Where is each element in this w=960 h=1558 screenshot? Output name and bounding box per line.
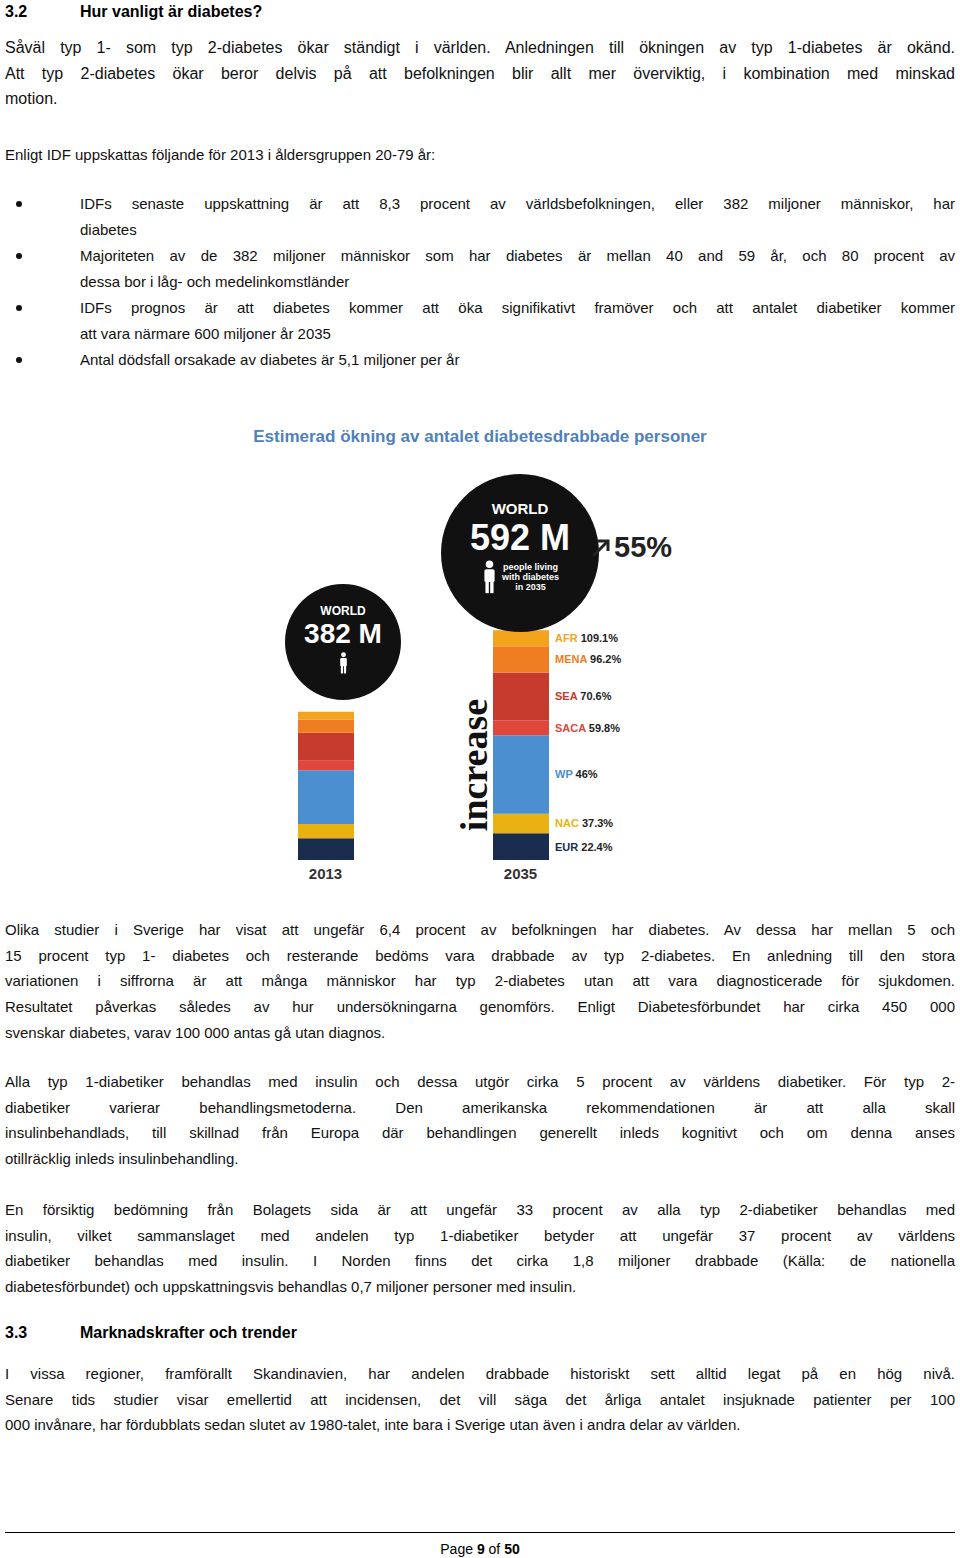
- svg-text:WP 46%: WP 46%: [555, 768, 598, 780]
- html-text:592 M: 592 M: [470, 517, 570, 558]
- svg-text:2013: 2013: [309, 865, 342, 882]
- html-text:WORLD: WORLD: [320, 604, 366, 618]
- html-text:Estimerad ökning av antalet di: Estimerad ökning av antalet diabetesdrab…: [253, 427, 707, 446]
- html-text:svenskar diabetes, varav 100 0: svenskar diabetes, varav 100 000 antas g…: [5, 1023, 386, 1041]
- html-text:diabetiker varierar behandling: diabetiker varierar behandlingsmetoderna…: [5, 1098, 955, 1116]
- html-text:diabetesförbundet) och uppskat: diabetesförbundet) och uppskattningsvis …: [5, 1278, 577, 1295]
- html-text:WORLD: WORLD: [491, 500, 549, 517]
- html-text:Senare tids studier visar emel: Senare tids studier visar emellertid att…: [5, 1390, 955, 1408]
- html-text:insulinbehandlads, till skilln: insulinbehandlads, till skillnad från Eu…: [5, 1124, 955, 1142]
- html-text:Majoriteten av de 382 miljoner: Majoriteten av de 382 miljoner människor…: [80, 247, 955, 265]
- html-text:diabetes: diabetes: [80, 220, 137, 238]
- html-text:3.2: 3.2: [5, 3, 28, 20]
- html-text:15 procent typ 1- diabetes och: 15 procent typ 1- diabetes och resterand…: [5, 946, 955, 964]
- html-text:Antal dödsfall orsakade av dia: Antal dödsfall orsakade av diabetes är 5…: [80, 351, 460, 369]
- html-text:people living: people living: [503, 562, 558, 572]
- html-text:dessa bor i låg- och medelinko: dessa bor i låg- och medelinkomstländer: [80, 272, 350, 290]
- html-text:Resultatet påverkas således av: Resultatet påverkas således av hur under…: [5, 998, 955, 1015]
- html-text:Page 9 of 50: Page 9 of 50: [440, 1541, 520, 1557]
- html-text:Att typ 2-diabetes ökar beror: Att typ 2-diabetes ökar beror delvis på …: [5, 64, 955, 82]
- html-text:Marknadskrafter och trender: Marknadskrafter och trender: [80, 1324, 297, 1341]
- html-text:motion.: motion.: [5, 90, 58, 108]
- html-text:increase: increase: [453, 698, 495, 832]
- html-text:in 2035: in 2035: [515, 582, 546, 592]
- html-text:Enligt IDF uppskattas följande: Enligt IDF uppskattas följande för 2013 …: [5, 146, 436, 164]
- html-text:I vissa regioner, framförallt: I vissa regioner, framförallt Skandinavi…: [5, 1365, 955, 1383]
- html-text:Alla typ 1-diabetiker behandla: Alla typ 1-diabetiker behandlas med insu…: [5, 1073, 955, 1091]
- html-text:insulin, vilket sammanslaget m: insulin, vilket sammanslaget med andelen…: [5, 1226, 955, 1244]
- svg-text:NAC 37.3%: NAC 37.3%: [555, 817, 613, 829]
- svg-text:AFR 109.1%: AFR 109.1%: [555, 632, 618, 644]
- svg-text:EUR 22.4%: EUR 22.4%: [555, 841, 613, 853]
- html-text:variationen i siffrorna är att: variationen i siffrorna är att många män…: [5, 972, 955, 990]
- svg-text:2035: 2035: [504, 865, 537, 882]
- html-text:Hur vanligt är diabetes?: Hur vanligt är diabetes?: [80, 3, 263, 20]
- html-text:En försiktig bedömning från Bo: En försiktig bedömning från Bolagets sid…: [5, 1201, 955, 1219]
- html-text:Såväl typ 1- som typ 2-diabete: Såväl typ 1- som typ 2-diabetes ökar stä…: [5, 39, 955, 57]
- html-text:000 invånare, har fördubblats: 000 invånare, har fördubblats sedan slut…: [5, 1416, 741, 1434]
- html-text:otillräcklig inleds insulinbeh: otillräcklig inleds insulinbehandling.: [5, 1150, 239, 1167]
- html-text:IDFs senaste uppskattning är a: IDFs senaste uppskattning är att 8,3 pro…: [80, 195, 955, 213]
- html-text:with diabetes: with diabetes: [502, 572, 559, 582]
- html-text:Olika studier i Sverige har vi: Olika studier i Sverige har visat att un…: [5, 921, 955, 939]
- html-text:55%: 55%: [614, 531, 672, 563]
- svg-text:MENA 96.2%: MENA 96.2%: [555, 653, 621, 665]
- html-text:IDFs prognos är att diabetes k: IDFs prognos är att diabetes kommer att …: [80, 299, 955, 317]
- html-text:diabetiker behandlas med insul: diabetiker behandlas med insulin. I Nord…: [5, 1252, 955, 1270]
- svg-text:SEA 70.6%: SEA 70.6%: [555, 690, 612, 702]
- html-text:382 M: 382 M: [304, 618, 382, 649]
- svg-text:SACA 59.8%: SACA 59.8%: [555, 722, 620, 734]
- html-text:3.3: 3.3: [5, 1324, 28, 1341]
- html-text:att vara närmare 600 miljoner: att vara närmare 600 miljoner år 2035: [80, 324, 331, 342]
